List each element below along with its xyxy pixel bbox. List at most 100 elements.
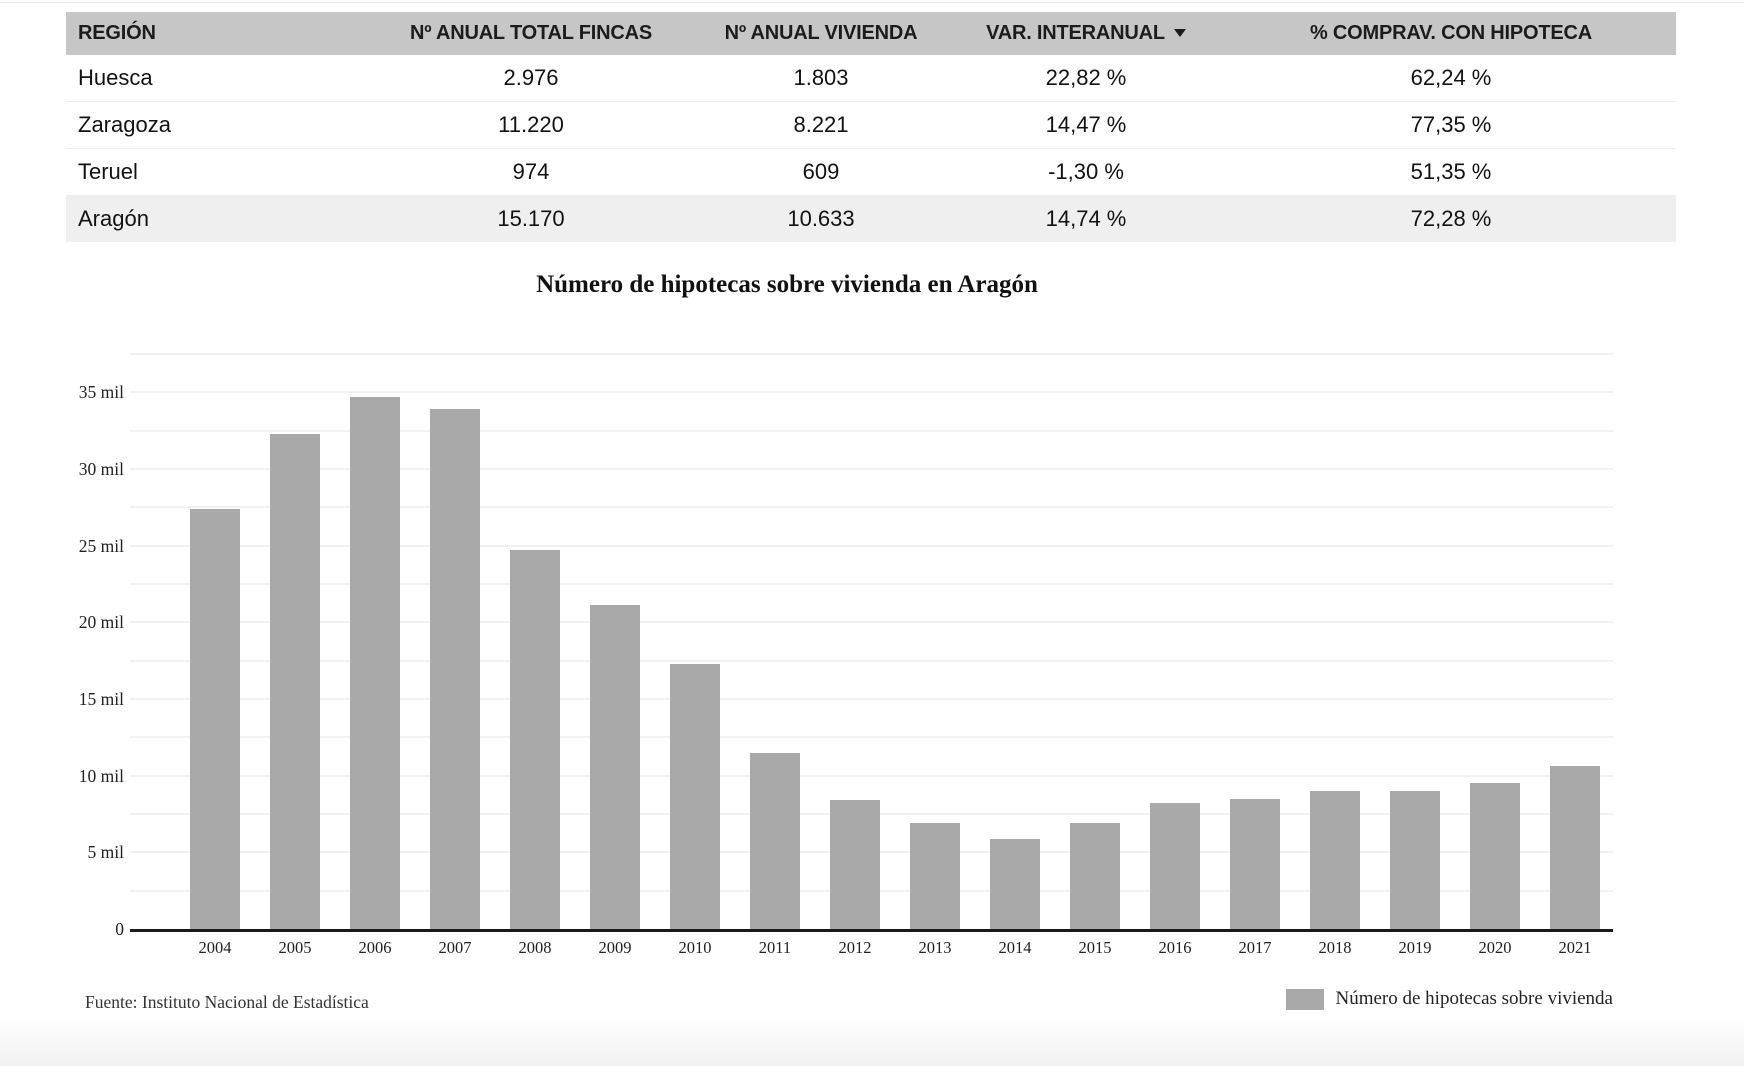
x-tick-label-2012: 2012 [838, 938, 872, 957]
x-axis-line [130, 929, 1613, 932]
var-interanual-cell: 22,82 % [946, 55, 1226, 102]
bar-2014 [990, 839, 1040, 929]
column-header-pct-hipoteca: % COMPRAV. CON HIPOTECA [1226, 12, 1676, 55]
bar-2013 [910, 823, 960, 929]
var-interanual-cell: 14,47 % [946, 101, 1226, 149]
y-tick-label: 15 mil [78, 689, 124, 709]
bar-2005 [270, 434, 320, 929]
table-header-row: REGIÓN Nº ANUAL TOTAL FINCAS Nº ANUAL VI… [66, 12, 1676, 55]
gridline [130, 774, 1613, 777]
gridline [130, 429, 1613, 432]
legend-label: Número de hipotecas sobre vivienda [1335, 988, 1613, 1009]
column-header-label: Nº ANUAL VIVIENDA [724, 22, 918, 44]
x-tick-label-2005: 2005 [278, 938, 312, 957]
x-tick-label-2009: 2009 [598, 938, 632, 957]
var-interanual-cell: -1,30 % [946, 148, 1226, 196]
gridline [130, 353, 1613, 355]
bar-2018 [1310, 791, 1360, 929]
bar-2017 [1230, 799, 1280, 929]
column-header-total-fincas: Nº ANUAL TOTAL FINCAS [366, 12, 696, 55]
bar-2009 [590, 605, 640, 929]
bar-2021 [1550, 766, 1600, 929]
source-note: Fuente: Instituto Nacional de Estadístic… [85, 992, 369, 1012]
chart-legend: Número de hipotecas sobre vivienda [1286, 988, 1613, 1010]
y-tick-label: 30 mil [78, 459, 124, 479]
x-tick-label-2021: 2021 [1558, 938, 1592, 957]
bar-2020 [1470, 783, 1520, 929]
gridline [130, 583, 1613, 585]
x-tick-label-2019: 2019 [1398, 938, 1432, 957]
bar-2006 [350, 397, 400, 929]
x-tick-label-2020: 2020 [1478, 938, 1512, 957]
var-interanual-cell: 14,74 % [946, 195, 1226, 242]
vivienda-cell: 8.221 [696, 101, 946, 149]
x-tick-label-2018: 2018 [1318, 938, 1352, 957]
x-tick-label-2016: 2016 [1158, 938, 1192, 957]
total-fincas-cell: 15.170 [366, 195, 696, 242]
y-tick-label: 0 [115, 919, 124, 939]
region-cell: Teruel [66, 148, 366, 196]
y-tick-label: 10 mil [78, 765, 124, 786]
bar-2004 [190, 509, 240, 929]
vivienda-cell: 609 [696, 148, 946, 196]
gridline [130, 391, 1613, 394]
column-header-label: Nº ANUAL TOTAL FINCAS [410, 22, 652, 44]
x-tick-label-2013: 2013 [918, 938, 952, 957]
gridline [130, 468, 1613, 470]
chart-title: Número de hipotecas sobre vivienda en Ar… [536, 271, 1038, 298]
vivienda-cell: 1.803 [696, 55, 946, 102]
pct-hipoteca-cell: 62,24 % [1226, 55, 1676, 102]
region-cell: Aragón [66, 195, 366, 242]
bar-2016 [1150, 803, 1200, 929]
pct-hipoteca-cell: 51,35 % [1226, 148, 1676, 196]
gridline [130, 698, 1613, 700]
bar-2008 [510, 550, 560, 929]
bar-2019 [1390, 791, 1440, 929]
region-cell: Huesca [66, 55, 366, 102]
bar-2010 [670, 664, 720, 929]
mortgage-stats-table: REGIÓN Nº ANUAL TOTAL FINCAS Nº ANUAL VI… [66, 12, 1676, 242]
chart-plot-area [130, 353, 1613, 932]
x-tick-label-2010: 2010 [678, 938, 712, 957]
column-header-label: % COMPRAV. CON HIPOTECA [1309, 22, 1593, 44]
total-fincas-cell: 11.220 [366, 101, 696, 149]
x-tick-label-2006: 2006 [358, 938, 392, 957]
table-row-aragon-total: Aragón 15.170 10.633 14,74 % 72,28 % [66, 195, 1676, 242]
gridline [130, 659, 1613, 662]
pct-hipoteca-cell: 77,35 % [1226, 101, 1676, 149]
y-tick-label: 25 mil [78, 535, 124, 556]
column-header-vivienda: Nº ANUAL VIVIENDA [696, 12, 946, 55]
top-divider [0, 2, 1744, 3]
pct-hipoteca-cell: 72,28 % [1226, 195, 1676, 242]
legend-swatch-icon [1286, 988, 1325, 1010]
sort-descending-icon[interactable] [1173, 28, 1186, 37]
column-header-region: REGIÓN [66, 12, 366, 55]
gridline [130, 506, 1613, 509]
x-tick-label-2007: 2007 [438, 938, 472, 957]
bar-2015 [1070, 823, 1120, 929]
table-row-huesca: Huesca 2.976 1.803 22,82 % 62,24 % [66, 55, 1676, 102]
x-tick-label-2004: 2004 [198, 938, 232, 957]
table-row-teruel: Teruel 974 609 -1,30 % 51,35 % [66, 148, 1676, 196]
bar-2007 [430, 409, 480, 929]
total-fincas-cell: 2.976 [366, 55, 696, 102]
bar-2011 [750, 753, 800, 929]
y-tick-label: 20 mil [78, 612, 124, 633]
table-row-zaragoza: Zaragoza 11.220 8.221 14,47 % 77,35 % [66, 101, 1676, 149]
x-tick-label-2011: 2011 [758, 938, 792, 957]
gridline [130, 621, 1613, 624]
column-header-var-interanual[interactable]: VAR. INTERANUAL [946, 12, 1226, 55]
gridline [130, 544, 1613, 547]
x-tick-label-2015: 2015 [1078, 938, 1112, 957]
x-tick-label-2014: 2014 [998, 938, 1032, 957]
gridline [130, 736, 1613, 739]
region-cell: Zaragoza [66, 101, 366, 149]
total-fincas-cell: 974 [366, 148, 696, 196]
column-header-label: VAR. INTERANUAL [986, 22, 1165, 44]
x-tick-label-2017: 2017 [1238, 938, 1272, 957]
vivienda-cell: 10.633 [696, 195, 946, 242]
bar-2012 [830, 800, 880, 929]
column-header-label: REGIÓN [78, 22, 156, 44]
